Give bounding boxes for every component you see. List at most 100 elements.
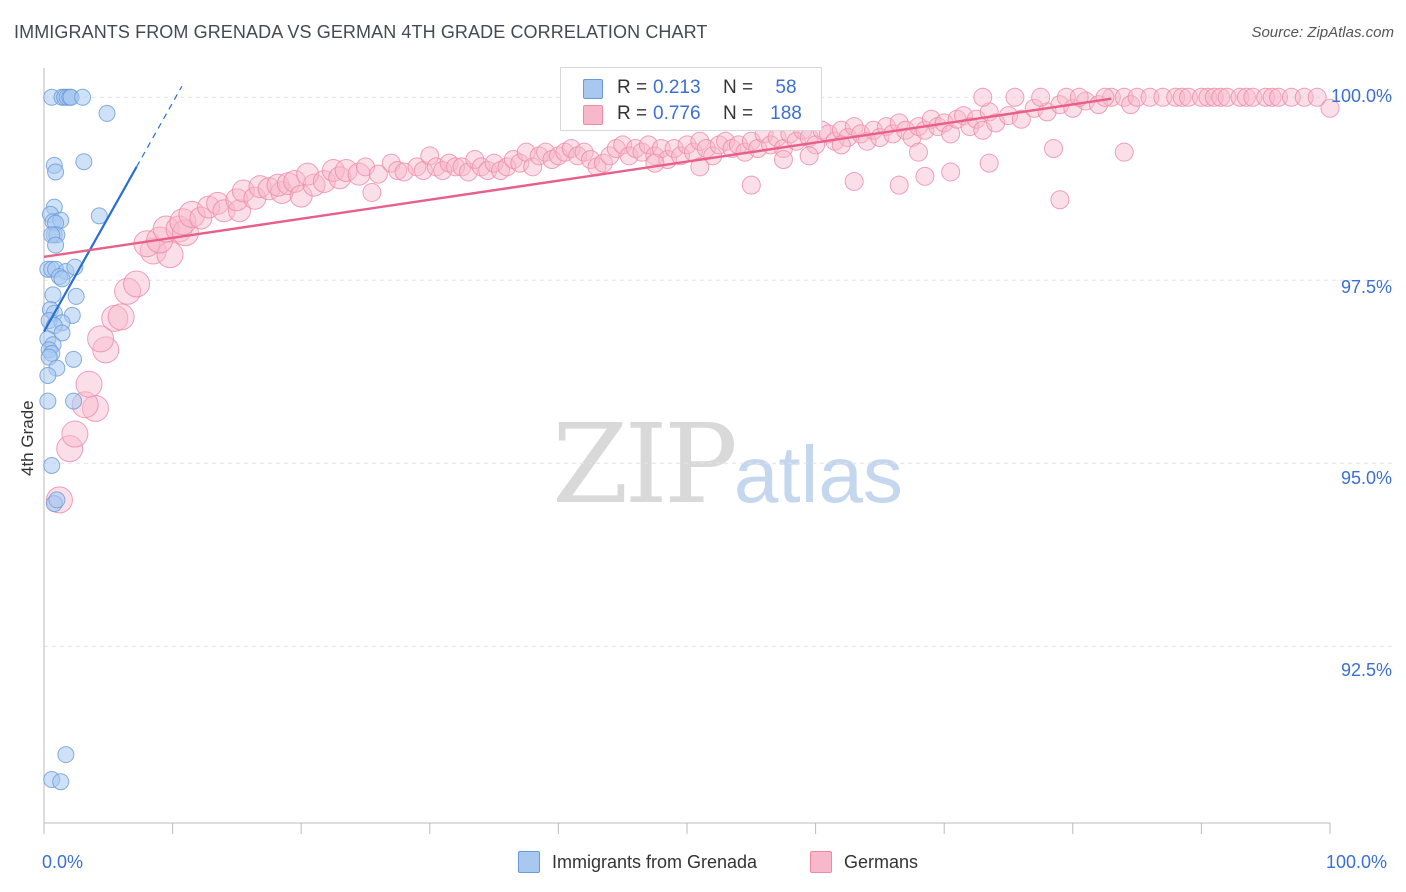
germans-point-53 [433, 160, 453, 180]
germans-point-47 [388, 160, 408, 180]
germans-point-59 [471, 157, 491, 177]
germans-r-value: 0.776 [653, 103, 701, 124]
germans-point-72 [555, 142, 575, 162]
germans-point-34 [283, 169, 307, 193]
legend-label-germans: Germans [844, 851, 919, 872]
germans-point-48 [394, 162, 414, 182]
x-tick-label-min: 0.0% [42, 852, 84, 872]
germans-point-91 [677, 135, 697, 155]
grenada-swatch [583, 79, 603, 99]
germans-point-30 [257, 177, 281, 201]
germans-point-78 [593, 153, 613, 173]
germans-point-55 [446, 157, 466, 177]
grenada-point-13 [90, 207, 108, 225]
germans-r-label: R = [617, 103, 648, 124]
x-tick-label-max: 100.0% [1326, 852, 1388, 872]
germans-point-85 [638, 135, 658, 155]
germans-point-83 [626, 139, 646, 159]
germans-point-68 [529, 146, 549, 166]
grenada-point-47 [43, 456, 61, 474]
germans-point-40 [328, 166, 352, 190]
germans-point-94 [696, 139, 716, 159]
grenada-point-10 [47, 163, 65, 181]
grenada-point-44 [39, 366, 57, 384]
legend-swatch-germans [810, 851, 832, 873]
germans-swatch [583, 105, 603, 125]
germans-point-179 [941, 162, 961, 182]
grenada-point-27 [53, 270, 71, 288]
grenada-point-49 [48, 491, 66, 509]
grenada-point-6 [74, 88, 92, 106]
y-axis-label: 4th Grade [18, 400, 37, 476]
grenada-point-29 [67, 287, 85, 305]
grenada-point-28 [44, 286, 62, 304]
germans-point-183 [844, 171, 864, 191]
germans-point-124 [889, 113, 909, 133]
germans-point-191 [690, 157, 710, 177]
germans-point-63 [497, 157, 517, 177]
germans-point-22 [197, 195, 221, 219]
germans-point-170 [1307, 87, 1327, 107]
germans-point-51 [420, 146, 440, 166]
germans-n-value: 188 [770, 103, 802, 124]
watermark: ZIPatlas [552, 400, 903, 528]
germans-point-82 [619, 146, 639, 166]
germans-point-166 [1262, 87, 1282, 107]
grenada-point-46 [65, 392, 83, 410]
grenada-r-value: 0.213 [653, 77, 701, 98]
germans-point-150 [1121, 95, 1141, 115]
germans-point-177 [1095, 87, 1115, 107]
y-tick-label-92-5: 92.5% [1340, 660, 1392, 680]
germans-point-190 [773, 150, 793, 170]
legend-label-grenada: Immigrants from Grenada [552, 851, 758, 872]
germans-point-84 [632, 142, 652, 162]
germans-point-186 [1114, 142, 1134, 162]
grenada-point-20 [47, 236, 65, 254]
germans-point-180 [915, 166, 935, 186]
germans-point-96 [709, 135, 729, 155]
germans-point-62 [491, 160, 511, 180]
series-legend: Immigrants from Grenada Germans [0, 851, 1406, 879]
germans-point-188 [908, 142, 928, 162]
grenada-point-52 [52, 773, 70, 791]
germans-point-23 [206, 191, 230, 215]
germans-point-29 [248, 175, 272, 199]
y-tick-label-100: 100.0% [1330, 86, 1392, 106]
germans-point-57 [458, 162, 478, 182]
germans-point-44 [368, 164, 388, 184]
germans-point-6 [92, 336, 120, 364]
germans-point-192 [645, 153, 665, 173]
germans-point-52 [426, 157, 446, 177]
grenada-trendline-extension [136, 86, 183, 168]
germans-point-54 [439, 153, 459, 173]
germans-point-67 [523, 157, 543, 177]
germans-point-163 [1236, 87, 1256, 107]
grenada-r-label: R = [617, 77, 648, 98]
germans-point-141 [1011, 109, 1031, 129]
chart-title: IMMIGRANTS FROM GRENADA VS GERMAN 4TH GR… [14, 22, 708, 42]
germans-point-65 [510, 153, 530, 173]
germans-point-174 [1031, 87, 1051, 107]
germans-point-58 [465, 150, 485, 170]
legend-item-germans[interactable]: Germans [810, 851, 918, 873]
germans-point-10 [114, 277, 142, 305]
germans-point-9 [107, 303, 135, 331]
germans-point-182 [889, 175, 909, 195]
germans-point-74 [568, 146, 588, 166]
legend-item-grenada[interactable]: Immigrants from Grenada [518, 851, 757, 873]
germans-point-160 [1211, 87, 1231, 107]
germans-point-93 [690, 131, 710, 151]
germans-point-18 [171, 219, 199, 247]
germans-point-97 [716, 131, 736, 151]
germans-point-76 [581, 150, 601, 170]
germans-point-90 [671, 146, 691, 166]
germans-point-113 [818, 124, 838, 144]
germans-point-185 [1050, 190, 1070, 210]
germans-point-172 [973, 87, 993, 107]
watermark-zip: ZIP [552, 400, 738, 528]
germans-point-28 [243, 186, 267, 210]
legend-swatch-grenada [518, 851, 540, 873]
germans-point-75 [574, 142, 594, 162]
germans-point-20 [178, 200, 206, 228]
germans-point-86 [645, 146, 665, 166]
